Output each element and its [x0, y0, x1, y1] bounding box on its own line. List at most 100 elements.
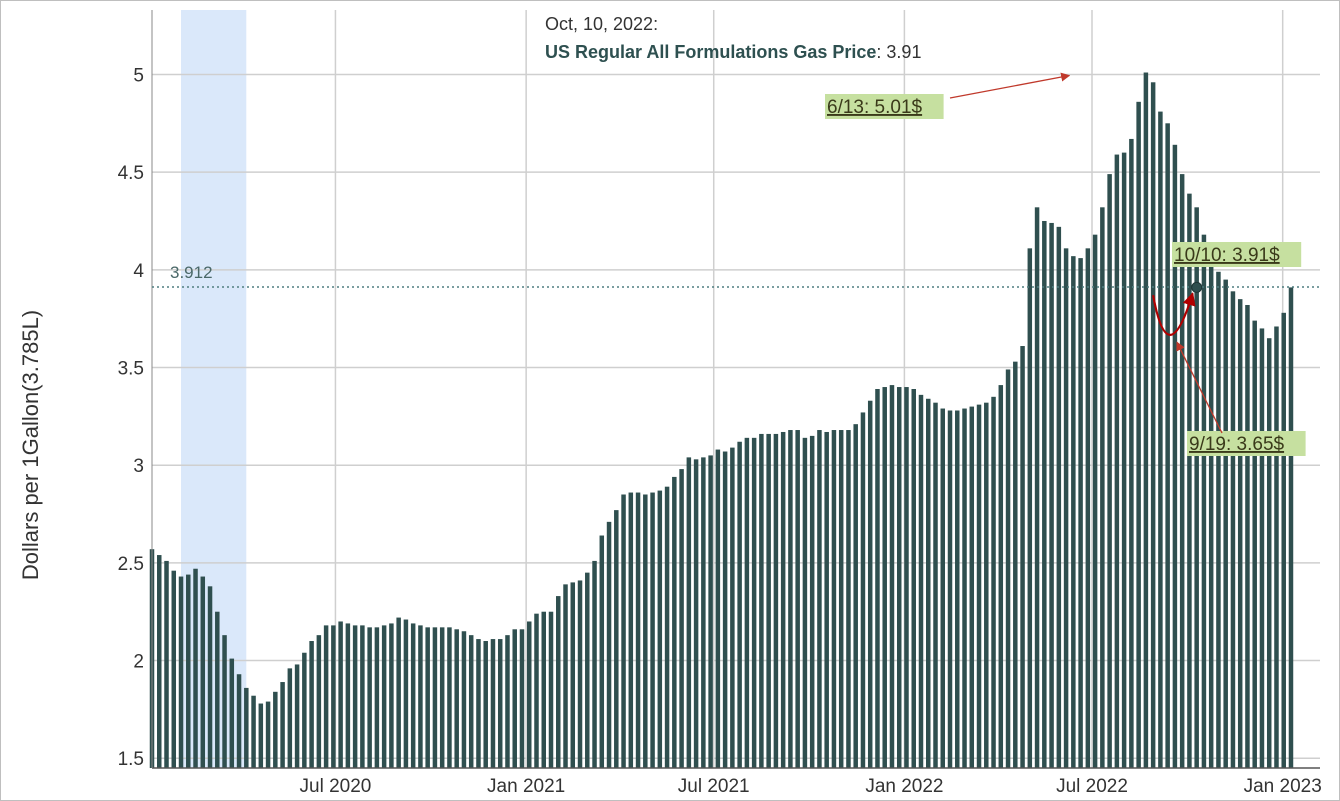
price-bar [635, 492, 641, 768]
price-bar [925, 398, 931, 768]
price-bar [396, 617, 401, 768]
tooltip-series-value: : 3.91 [876, 42, 921, 62]
price-bar [969, 406, 975, 768]
price-bar [1013, 361, 1018, 768]
price-bar [904, 387, 909, 768]
price-bar [780, 431, 786, 768]
price-bar [984, 402, 989, 768]
price-bar [389, 623, 394, 768]
annotation-label: 10/10: 3.91$ [1174, 245, 1280, 266]
price-bar [294, 664, 300, 768]
price-bar [164, 560, 169, 768]
price-bar [570, 582, 576, 768]
price-bar [1056, 226, 1062, 768]
price-bar [1274, 326, 1279, 768]
price-bar [722, 451, 728, 768]
price-bar [1085, 248, 1091, 768]
price-bar [410, 623, 416, 768]
y-tick-label: 3 [133, 456, 144, 477]
x-tick-label: Jan 2022 [865, 776, 943, 797]
price-bar [512, 629, 517, 768]
price-bar [802, 437, 808, 768]
x-tick-label: Jul 2022 [1056, 776, 1128, 797]
price-bar [955, 410, 960, 768]
price-bar [1216, 271, 1221, 768]
price-bar [947, 410, 953, 768]
price-bar [1020, 346, 1025, 768]
y-tick-label: 1.5 [118, 749, 144, 770]
y-tick-label: 2 [133, 652, 144, 673]
price-bar [773, 433, 779, 768]
price-bar [541, 611, 547, 768]
price-bar [643, 494, 648, 768]
price-bar [171, 570, 177, 768]
price-bar [933, 402, 938, 768]
price-bar [280, 682, 285, 768]
price-bar [889, 385, 895, 768]
price-bar [788, 430, 793, 768]
annotation-box [1187, 431, 1306, 456]
price-bar [621, 494, 626, 768]
price-bar [860, 412, 866, 768]
price-bar [1107, 174, 1112, 768]
price-bar [1143, 72, 1149, 769]
tooltip-series-line: US Regular All Formulations Gas Price: 3… [545, 42, 921, 62]
price-bar [875, 389, 880, 768]
price-bar [751, 437, 757, 768]
price-bar [447, 627, 452, 768]
price-bar [1121, 152, 1127, 768]
x-tick-label: Jan 2023 [1244, 776, 1322, 797]
price-bar [454, 629, 459, 768]
price-bar [918, 394, 924, 768]
price-bar [287, 668, 293, 768]
price-bar [222, 635, 227, 768]
price-bar [1230, 291, 1236, 768]
price-bar [1063, 248, 1069, 768]
price-bar [229, 658, 235, 768]
price-bar [1194, 207, 1199, 768]
price-bar [838, 430, 844, 768]
price-bar [468, 635, 474, 768]
price-bar [1078, 258, 1083, 768]
price-bar [1237, 299, 1243, 768]
price-bar [737, 441, 742, 768]
price-bar [744, 437, 750, 768]
price-bar [505, 635, 510, 768]
price-bar [679, 469, 684, 768]
last-point-marker [1191, 281, 1203, 293]
price-bar [563, 584, 568, 768]
price-bar [483, 641, 488, 768]
reference-line-label: 3.912 [170, 263, 213, 282]
annotation-arrow [949, 72, 1071, 99]
price-bar [556, 596, 561, 768]
price-bar [186, 574, 191, 768]
price-bar [962, 408, 967, 768]
price-bar [657, 490, 663, 768]
price-bar [526, 621, 532, 768]
price-bar [1245, 304, 1250, 768]
price-bar [614, 510, 619, 768]
price-bar [766, 433, 771, 768]
price-bar [316, 635, 322, 768]
price-bar [1027, 248, 1033, 768]
price-bar [1005, 369, 1011, 768]
price-bar [599, 535, 605, 768]
price-bar [432, 627, 438, 768]
price-bar [251, 695, 256, 768]
price-bar [664, 486, 670, 768]
price-bar [236, 674, 242, 768]
price-bar [853, 424, 858, 768]
y-tick-label: 5 [133, 65, 144, 86]
price-bar [374, 627, 380, 768]
price-bar [1092, 234, 1098, 769]
price-bar [367, 627, 372, 768]
price-bar [592, 560, 597, 768]
price-bar [1223, 279, 1228, 768]
price-bar [1288, 287, 1294, 768]
annotation-label: 9/19: 3.65$ [1189, 434, 1285, 455]
price-bar [200, 576, 206, 768]
price-bar [715, 449, 721, 768]
price-bar [309, 641, 314, 768]
y-tick-label: 3.5 [118, 359, 144, 380]
price-bar [831, 430, 837, 768]
